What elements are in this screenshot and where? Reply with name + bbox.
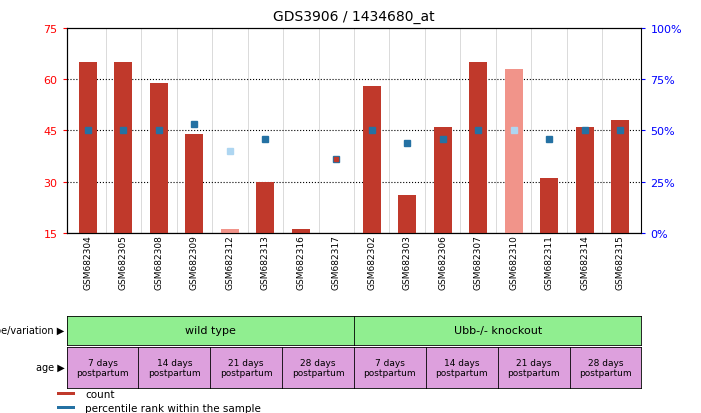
Bar xyxy=(540,179,558,233)
Text: GSM682305: GSM682305 xyxy=(119,235,128,290)
Text: GSM682311: GSM682311 xyxy=(545,235,554,290)
Text: 28 days
postpartum: 28 days postpartum xyxy=(579,358,632,377)
Text: 7 days
postpartum: 7 days postpartum xyxy=(76,358,129,377)
Text: 21 days
postpartum: 21 days postpartum xyxy=(220,358,273,377)
Text: count: count xyxy=(85,389,114,399)
Text: GSM682302: GSM682302 xyxy=(367,235,376,290)
Text: Ubb-/- knockout: Ubb-/- knockout xyxy=(454,325,542,335)
Text: GDS3906 / 1434680_at: GDS3906 / 1434680_at xyxy=(273,10,435,24)
Text: genotype/variation ▶: genotype/variation ▶ xyxy=(0,325,64,335)
Text: GSM682314: GSM682314 xyxy=(580,235,589,290)
Text: 14 days
postpartum: 14 days postpartum xyxy=(435,358,488,377)
Text: GSM682307: GSM682307 xyxy=(474,235,483,290)
Bar xyxy=(611,121,629,233)
Text: 14 days
postpartum: 14 days postpartum xyxy=(148,358,200,377)
Text: GSM682306: GSM682306 xyxy=(438,235,447,290)
Text: GSM682310: GSM682310 xyxy=(509,235,518,290)
Bar xyxy=(292,230,310,233)
Text: GSM682304: GSM682304 xyxy=(83,235,93,290)
Text: 7 days
postpartum: 7 days postpartum xyxy=(364,358,416,377)
Bar xyxy=(79,63,97,233)
Bar xyxy=(257,182,274,233)
Text: percentile rank within the sample: percentile rank within the sample xyxy=(85,403,261,413)
Bar xyxy=(576,128,594,233)
Text: wild type: wild type xyxy=(185,325,236,335)
Bar xyxy=(470,63,487,233)
Bar xyxy=(505,70,522,233)
Bar xyxy=(221,230,238,233)
Text: GSM682313: GSM682313 xyxy=(261,235,270,290)
Text: GSM682303: GSM682303 xyxy=(403,235,411,290)
Text: 28 days
postpartum: 28 days postpartum xyxy=(292,358,344,377)
Bar xyxy=(186,135,203,233)
Bar xyxy=(114,63,132,233)
Text: GSM682317: GSM682317 xyxy=(332,235,341,290)
Text: GSM682312: GSM682312 xyxy=(225,235,234,290)
Text: age ▶: age ▶ xyxy=(36,363,64,373)
Text: 21 days
postpartum: 21 days postpartum xyxy=(508,358,560,377)
Bar xyxy=(398,196,416,233)
Bar xyxy=(363,87,381,233)
Bar xyxy=(57,392,75,395)
Text: GSM682316: GSM682316 xyxy=(297,235,305,290)
Bar xyxy=(434,128,451,233)
Text: GSM682309: GSM682309 xyxy=(190,235,199,290)
Text: GSM682315: GSM682315 xyxy=(615,235,625,290)
Bar xyxy=(150,83,168,233)
Text: GSM682308: GSM682308 xyxy=(154,235,163,290)
Bar xyxy=(57,406,75,409)
